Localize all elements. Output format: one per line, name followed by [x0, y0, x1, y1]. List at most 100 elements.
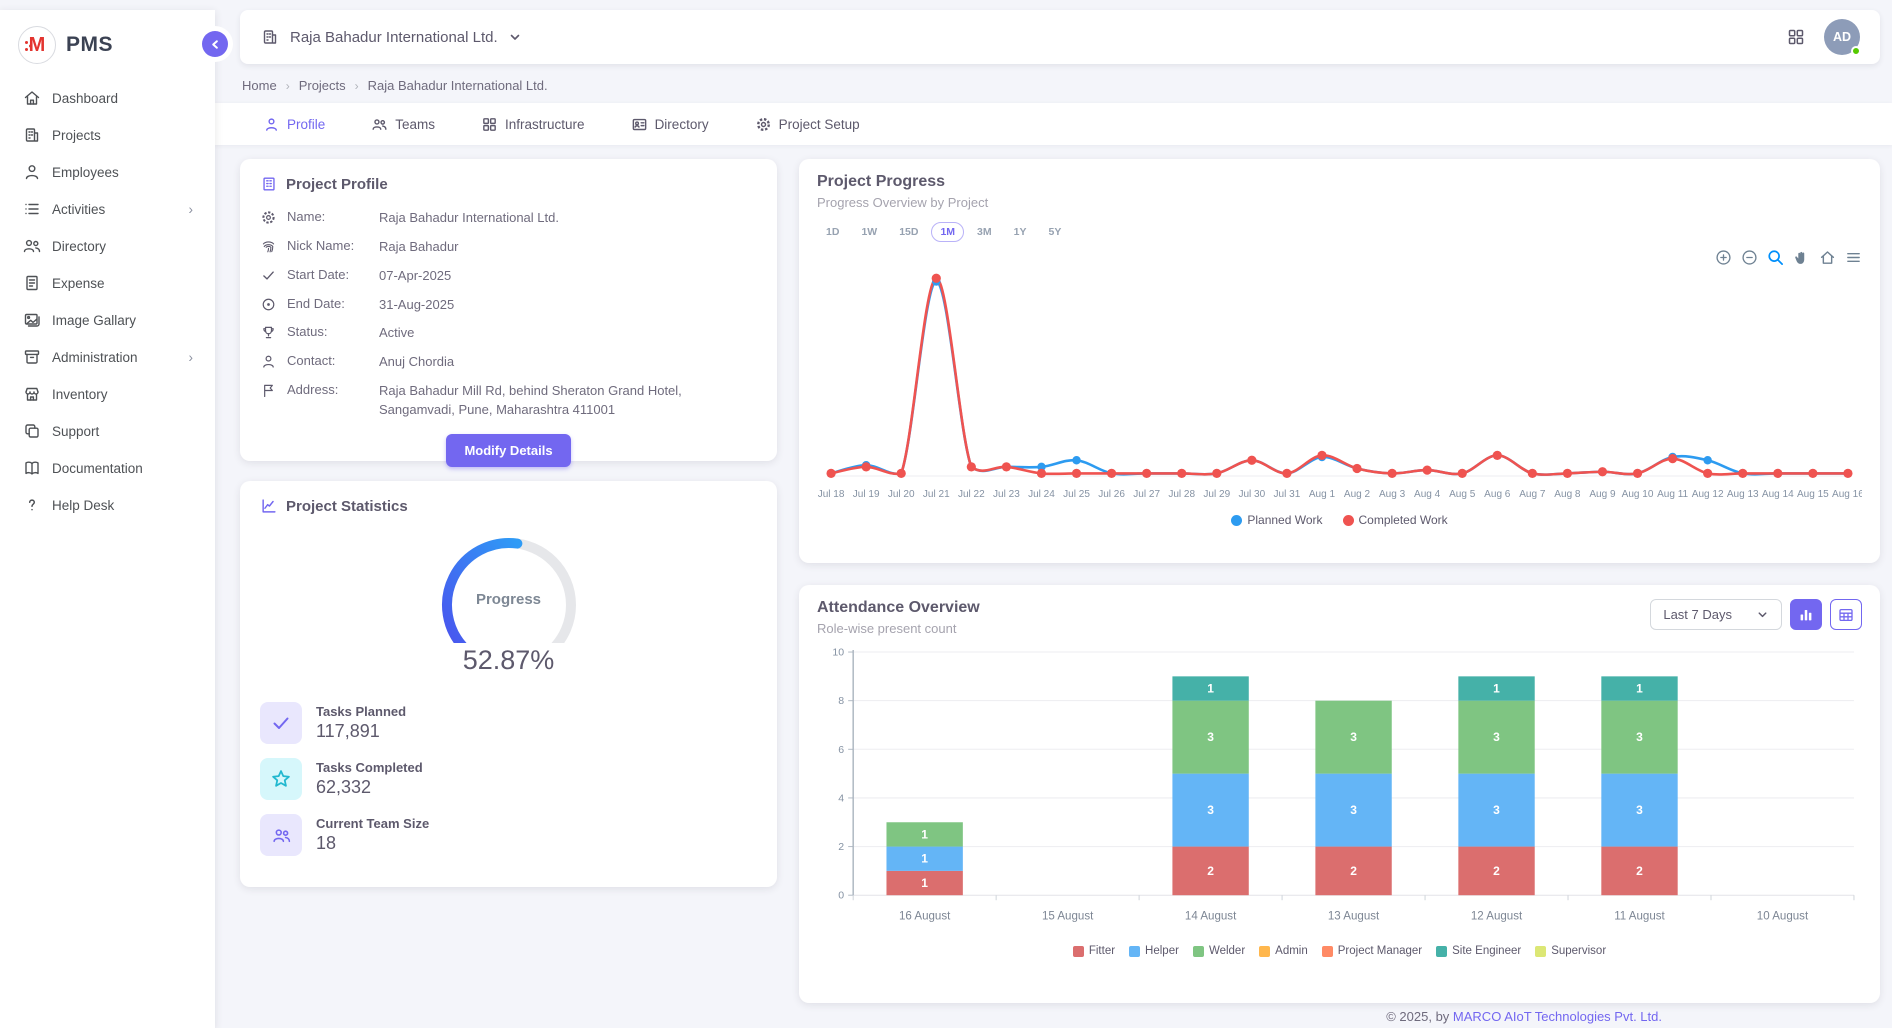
legend-item[interactable]: Helper	[1129, 945, 1179, 957]
app-logo[interactable]: M PMS	[0, 10, 215, 82]
svg-text:12 August: 12 August	[1471, 910, 1523, 922]
project-progress-chart[interactable]: Jul 18 Jul 19 Jul 20 Jul 21 Jul 22 Jul 23 Jul …	[817, 258, 1862, 511]
building-icon	[25, 128, 39, 142]
sidebar-item-inventory[interactable]: Inventory	[12, 378, 203, 410]
people-icon	[372, 118, 387, 130]
range-1y[interactable]: 1Y	[1013, 226, 1027, 238]
sidebar-item-image-gallery[interactable]: Image Gallary	[12, 304, 203, 336]
sidebar-item-help-desk[interactable]: Help Desk	[12, 489, 203, 521]
image-icon	[24, 313, 40, 327]
legend-item[interactable]: Supervisor	[1535, 945, 1606, 957]
svg-text:0: 0	[838, 890, 844, 902]
legend-item[interactable]: Site Engineer	[1436, 945, 1521, 957]
bar-view-toggle[interactable]	[1790, 599, 1822, 630]
team-icon	[260, 814, 302, 856]
tab-profile[interactable]: Profile	[263, 103, 325, 145]
zoom-out-icon[interactable]	[1741, 249, 1758, 266]
svg-text:2: 2	[1636, 864, 1643, 878]
tab-teams[interactable]: Teams	[371, 103, 435, 145]
svg-text:Jul 23: Jul 23	[993, 489, 1020, 500]
select-value: Last 7 Days	[1663, 607, 1732, 622]
bar-chart-legend: Fitter Helper Welder Admin Project Manager Si…	[817, 945, 1862, 957]
range-15d[interactable]: 15D	[899, 226, 919, 238]
user-avatar[interactable]: AD	[1824, 19, 1861, 56]
modify-details-button[interactable]: Modify Details	[446, 433, 571, 467]
apps-grid-icon[interactable]	[1786, 27, 1806, 47]
footer-company-link[interactable]: MARCO AIoT Technologies Pvt. Ltd.	[1452, 1009, 1662, 1024]
range-3m[interactable]: 3M	[977, 226, 992, 238]
sidebar-collapse-button[interactable]	[202, 31, 228, 57]
sidebar-item-label: Projects	[52, 127, 101, 143]
svg-text:3: 3	[1350, 803, 1357, 817]
tab-directory[interactable]: Directory	[631, 103, 709, 145]
legend-item[interactable]: Project Manager	[1321, 945, 1422, 957]
breadcrumb-home[interactable]: Home	[242, 78, 277, 93]
company-selector[interactable]: Raja Bahadur International Ltd.	[260, 27, 522, 47]
card-title: Project Statistics	[286, 497, 408, 515]
field-address: Address: Raja Bahadur Mill Rd, behind Sh…	[260, 382, 757, 420]
sidebar-item-administration[interactable]: Administration ›	[12, 341, 203, 373]
gauge-arc	[441, 538, 576, 643]
svg-text:1: 1	[921, 876, 928, 890]
pan-hand-icon[interactable]	[1793, 249, 1810, 266]
breadcrumb-projects[interactable]: Projects	[298, 78, 346, 93]
flag-icon	[264, 384, 273, 398]
sidebar-item-dashboard[interactable]: Dashboard	[12, 82, 203, 114]
legend-item[interactable]: Welder	[1192, 945, 1245, 957]
star-icon	[260, 758, 302, 800]
copy-box-icon	[25, 424, 39, 438]
field-end-date: End Date: 31-Aug-2025	[260, 296, 757, 315]
sidebar-item-label: Expense	[52, 275, 105, 291]
check-icon	[260, 702, 302, 744]
menu-icon[interactable]	[1845, 249, 1862, 266]
person-icon	[263, 355, 274, 368]
svg-text:Aug 4: Aug 4	[1414, 489, 1441, 500]
home-reset-icon[interactable]	[1819, 249, 1836, 266]
range-1d[interactable]: 1D	[826, 226, 840, 238]
svg-text:2: 2	[838, 841, 844, 853]
selection-zoom-icon[interactable]	[1767, 249, 1784, 266]
attendance-title: Attendance Overview	[817, 599, 980, 616]
breadcrumb-separator: ›	[285, 78, 290, 93]
sidebar-item-support[interactable]: Support	[12, 415, 203, 447]
sidebar: M PMS Dashboard Projects Employees Activ…	[0, 10, 215, 1028]
sidebar-item-label: Employees	[52, 164, 119, 180]
svg-text:Aug 13: Aug 13	[1727, 489, 1759, 500]
person-icon	[266, 117, 277, 131]
svg-text:Aug 6: Aug 6	[1484, 489, 1511, 500]
chart-title: Project Progress	[817, 173, 946, 190]
footer-text: © 2025, by	[1386, 1009, 1453, 1024]
stat-tasks-completed: Tasks Completed 62,332	[260, 758, 757, 800]
tab-infrastructure[interactable]: Infrastructure	[481, 103, 585, 145]
legend-item[interactable]: Fitter	[1072, 945, 1115, 957]
tab-project-setup[interactable]: Project Setup	[755, 103, 860, 145]
attendance-range-select[interactable]: Last 7 Days	[1650, 599, 1782, 630]
logo-m-icon: M	[18, 26, 56, 64]
sidebar-item-label: Documentation	[52, 460, 143, 476]
sidebar-item-activities[interactable]: Activities ›	[12, 193, 203, 225]
range-1m[interactable]: 1M	[931, 222, 965, 242]
sidebar-item-documentation[interactable]: Documentation	[12, 452, 203, 484]
bar-chart-icon	[1800, 609, 1812, 620]
sidebar-item-expense[interactable]: Expense	[12, 267, 203, 299]
sidebar-item-directory[interactable]: Directory	[12, 230, 203, 262]
sidebar-item-projects[interactable]: Projects	[12, 119, 203, 151]
legend-swatch	[1192, 945, 1204, 957]
tab-label: Teams	[395, 116, 436, 132]
range-1w[interactable]: 1W	[861, 226, 878, 238]
svg-text:Jul 22: Jul 22	[958, 489, 985, 500]
avatar-initials: AD	[1832, 30, 1852, 44]
range-5y[interactable]: 5Y	[1048, 226, 1062, 238]
zoom-in-icon[interactable]	[1715, 249, 1732, 266]
legend-item[interactable]: Admin	[1259, 945, 1308, 957]
legend-swatch	[1072, 945, 1084, 957]
legend-item[interactable]: Planned Work	[1231, 513, 1323, 527]
field-nickname: Nick Name: Raja Bahadur	[260, 238, 757, 257]
sidebar-item-employees[interactable]: Employees	[12, 156, 203, 188]
field-contact: Contact: Anuj Chordia	[260, 353, 757, 372]
table-view-toggle[interactable]	[1830, 599, 1862, 630]
svg-text:Aug 11: Aug 11	[1657, 489, 1688, 500]
svg-text:Jul 20: Jul 20	[888, 489, 915, 500]
legend-item[interactable]: Completed Work	[1342, 513, 1448, 527]
record-circle-icon	[262, 298, 275, 310]
